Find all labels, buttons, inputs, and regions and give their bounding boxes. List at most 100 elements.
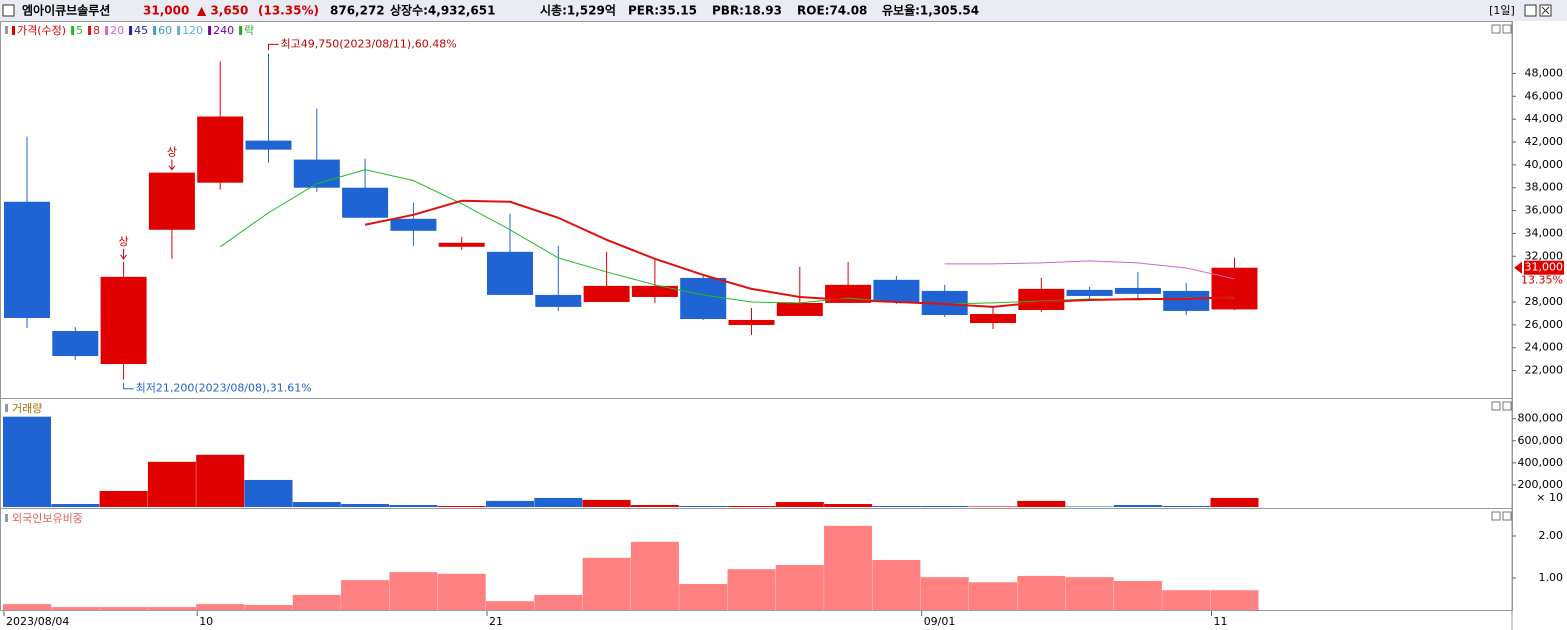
bar [775, 502, 824, 507]
y-tick-label: 1.00 [1539, 571, 1564, 584]
legend-swatch [88, 26, 92, 35]
pbr: PBR:18.93 [712, 4, 782, 18]
bar [775, 564, 824, 610]
period[interactable]: [1일] [1489, 3, 1515, 17]
candle-body [728, 319, 775, 325]
bar [727, 506, 776, 507]
bar [534, 497, 583, 507]
last-change: 13.35% [1521, 274, 1563, 287]
low-arrow [123, 382, 134, 390]
candle-body [776, 302, 823, 316]
close-icon [1541, 6, 1550, 15]
bar [196, 454, 245, 507]
legend-swatch [12, 26, 15, 35]
bar [1162, 590, 1211, 610]
ma-line [364, 199, 1235, 308]
candle-body [1163, 290, 1210, 311]
bar [244, 604, 293, 610]
bar [727, 569, 776, 610]
limit-up-mark: 상 [167, 146, 177, 159]
bar [3, 416, 51, 507]
bar [630, 505, 679, 507]
legend-entry: 5 [76, 24, 83, 37]
bar [3, 604, 51, 610]
y-tick-label: 24,000 [1525, 341, 1564, 354]
legend-icon [5, 26, 8, 34]
bar [1113, 580, 1162, 610]
candle-body [1018, 288, 1065, 310]
roe: ROE:74.08 [797, 4, 867, 18]
bar [679, 506, 728, 507]
candle-body [438, 242, 485, 247]
panel-frames [0, 21, 1513, 630]
candle-body [4, 201, 50, 318]
legend-price: 가격(수정) [17, 24, 66, 37]
candle-body [245, 140, 292, 150]
bar [437, 573, 486, 610]
maximize-button[interactable] [1524, 4, 1537, 17]
bar [437, 506, 486, 507]
bar [534, 594, 583, 610]
bar [630, 541, 679, 610]
y-tick-label: 46,000 [1525, 89, 1564, 102]
change-rate: (13.35%) [258, 4, 319, 18]
legend-ex: 락 [244, 24, 254, 37]
legend-icon [5, 514, 8, 522]
y-tick-label: 40,000 [1525, 158, 1564, 171]
bar [389, 572, 438, 610]
y-tick-label: 34,000 [1525, 226, 1564, 239]
legend-swatch [153, 26, 157, 35]
candle-body [631, 285, 678, 297]
candle-body [487, 251, 533, 295]
y-tick-label: 36,000 [1525, 204, 1564, 217]
per: PER:35.15 [628, 4, 697, 18]
bar [292, 594, 341, 610]
legend-entry: 240 [213, 24, 234, 37]
y-tick-label: 400,000 [1518, 456, 1564, 469]
x-tick-label: 10 [199, 615, 213, 628]
volume-title: 거래량 [12, 402, 42, 415]
bar [1162, 506, 1211, 507]
x-tick-label: 11 [1214, 615, 1228, 628]
bar [1065, 577, 1114, 610]
bar [920, 506, 969, 507]
candle-body [293, 159, 340, 188]
reserve: 유보율:1,305.54 [882, 4, 979, 18]
legend-entry: 8 [93, 24, 100, 37]
bar [389, 505, 438, 507]
x-tick-label: 2023/08/04 [6, 615, 69, 628]
bar [486, 500, 534, 507]
bar [51, 504, 100, 507]
candle-body [535, 294, 582, 307]
legend-swatch [105, 26, 109, 35]
y-tick-label: 200,000 [1518, 478, 1564, 491]
bar [341, 504, 390, 507]
bar [582, 499, 631, 507]
header-bar [0, 0, 1567, 21]
volume: 876,272 [330, 4, 385, 18]
ma-line [944, 260, 1235, 280]
bar [679, 583, 728, 610]
last-price: 31,000 [1525, 261, 1564, 274]
bar [969, 506, 1017, 507]
bar [920, 577, 969, 610]
candle-body [873, 279, 920, 302]
bar [824, 504, 873, 507]
candle-body [970, 314, 1016, 324]
panel-buttons [1491, 24, 1512, 521]
bar [196, 604, 245, 610]
bar [486, 601, 534, 610]
bar [99, 607, 148, 610]
high-arrow [268, 43, 279, 51]
candle-body [1114, 287, 1161, 294]
y-tick-label: 28,000 [1525, 295, 1564, 308]
y-tick-label: 38,000 [1525, 181, 1564, 194]
legend-entry: 60 [158, 24, 172, 37]
checkbox[interactable] [2, 4, 15, 17]
legend-swatch [208, 26, 212, 35]
bar [969, 582, 1017, 610]
bar [292, 502, 341, 507]
change: ▲ 3,650 [197, 4, 248, 18]
bar [1210, 497, 1259, 507]
market-cap: 시총:1,529억 [540, 3, 616, 18]
